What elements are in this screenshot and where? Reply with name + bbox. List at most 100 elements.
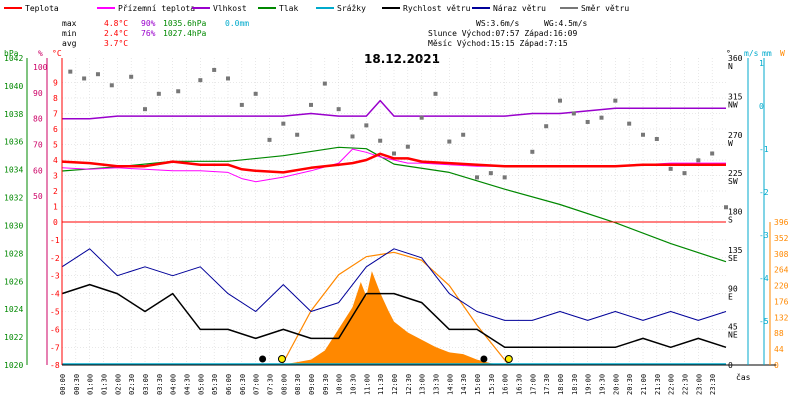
dir-tick-label: 135 — [728, 246, 743, 255]
w-tick-label: 176 — [774, 297, 789, 306]
wind-dir-point — [129, 74, 134, 79]
hpa-tick-label: 1028 — [4, 249, 23, 258]
wind-dir-point — [212, 67, 217, 72]
moonrise-marker — [480, 355, 488, 363]
wind-dir-point — [267, 137, 272, 142]
info-moon: Měsíc Východ:15:15 Západ:7:15 — [428, 39, 568, 48]
x-tick-label: 18:00 — [557, 374, 565, 395]
hpa-tick-label: 1034 — [4, 166, 23, 175]
w-tick-label: 396 — [774, 218, 789, 227]
chart-title: 18.12.2021 — [364, 52, 440, 66]
wind-dir-point — [641, 132, 645, 137]
wind-dir-point — [530, 149, 535, 154]
c-tick-label: -2 — [50, 254, 60, 263]
wind-dir-point — [378, 138, 383, 143]
wind-dir-point — [558, 98, 562, 103]
stat-max-press: 1035.6hPa — [163, 19, 207, 28]
series-wind-speed — [61, 283, 727, 349]
legend-label-temperature: Teplota — [25, 4, 59, 13]
dir-tick-sector: N — [728, 62, 733, 71]
w-tick-label: 0 — [774, 361, 779, 370]
solar-area — [280, 271, 508, 365]
x-tick-label: 14:30 — [460, 374, 468, 395]
x-tick-label: 13:30 — [433, 374, 441, 395]
x-tick-label: 18:30 — [571, 374, 579, 395]
wind-dir-point — [461, 132, 466, 137]
legend-label-wind-speed: Rychlost větru — [403, 4, 471, 13]
wind-dir-point — [488, 171, 493, 176]
sun-elevation-arc — [281, 251, 510, 366]
x-tick-label: 00:00 — [59, 374, 67, 395]
x-tick-label: 00:30 — [73, 374, 81, 395]
axis-unit-w: W — [780, 49, 785, 58]
x-tick-label: 08:30 — [294, 374, 302, 395]
x-tick-label: 03:30 — [156, 374, 164, 395]
c-tick-label: 0 — [53, 218, 58, 227]
axis-unit-c: °C — [52, 49, 62, 58]
x-tick-label: 01:30 — [101, 374, 109, 395]
legend-label-wind-gust: Náraz větru — [493, 4, 546, 13]
x-tick-label: 12:00 — [391, 374, 399, 395]
x-tick-label: 04:00 — [170, 374, 178, 395]
pct-tick-label: 90 — [33, 89, 43, 98]
hpa-tick-label: 1022 — [4, 333, 23, 342]
c-tick-label: -7 — [50, 343, 60, 352]
dir-tick-sector: SW — [728, 177, 738, 186]
wind-dir-point — [544, 124, 549, 129]
wind-dir-point — [599, 115, 604, 120]
wind-dir-point — [627, 121, 632, 126]
wind-dir-point — [322, 81, 327, 86]
series-lines — [61, 99, 727, 365]
axes: 00:00 00:30 01:00 01:30 02:00 02:30 03:00 03:30… — [4, 54, 789, 395]
x-tick-label: 07:30 — [267, 374, 275, 395]
info-wg: WG:4.5m/s — [544, 19, 588, 28]
pct-tick-label: 70 — [33, 141, 43, 150]
wind-dir-point — [82, 76, 87, 81]
wind-dir-point — [109, 83, 114, 88]
wind-dir-point — [710, 151, 715, 156]
c-tick-label: 8 — [53, 94, 58, 103]
x-tick-label: 19:30 — [599, 374, 607, 395]
x-tick-label: 22:00 — [668, 374, 676, 395]
stat-max-hum: 90% — [141, 19, 156, 28]
x-tick-label: 07:00 — [253, 374, 261, 395]
dir-tick-label: 270 — [728, 131, 743, 140]
wind-dir-point — [696, 158, 701, 163]
x-tick-label: 20:30 — [626, 374, 634, 395]
x-tick-label: 11:00 — [363, 374, 371, 395]
wind-dir-point — [239, 102, 244, 107]
hpa-tick-label: 1030 — [4, 221, 23, 230]
x-tick-label: 01:00 — [87, 374, 95, 395]
info-sun: Slunce Východ:07:57 Západ:16:09 — [428, 29, 577, 38]
c-tick-label: 6 — [53, 125, 58, 134]
stat-min-label: min — [62, 29, 77, 38]
dir-tick-label: 180 — [728, 208, 743, 217]
stat-min-press: 1027.4hPa — [163, 29, 207, 38]
legend: Teplota Přízemní teplota Vlhkost Tlak Sr… — [4, 4, 629, 13]
dir-tick-label: 225 — [728, 169, 743, 178]
wind-dir-point — [392, 151, 396, 156]
x-tick-label: 21:00 — [640, 374, 648, 395]
c-tick-label: 3 — [53, 172, 58, 181]
info-block: WS:3.6m/s WG:4.5m/s Slunce Východ:07:57 … — [428, 19, 588, 48]
wind-dir-point — [405, 144, 410, 149]
wind-dir-point — [571, 111, 576, 116]
x-tick-label: 23:00 — [695, 374, 703, 395]
ms-tick-label: 1 — [759, 59, 764, 68]
dir-tick-sector: S — [728, 216, 733, 225]
dir-tick-sector: NE — [728, 331, 738, 340]
stat-max-label: max — [62, 19, 77, 28]
legend-label-wind-dir: Směr větru — [581, 4, 629, 13]
c-tick-label: -6 — [50, 325, 60, 334]
x-tick-label: 05:30 — [211, 374, 219, 395]
c-tick-label: -4 — [50, 290, 60, 299]
c-tick-label: 5 — [53, 141, 58, 150]
dir-tick-label: 315 — [728, 92, 743, 101]
x-tick-label: 15:00 — [474, 374, 482, 395]
x-tick-label: 10:00 — [336, 374, 344, 395]
wind-dir-point — [724, 205, 728, 210]
x-tick-label: 23:30 — [709, 374, 717, 395]
wind-dir-point — [143, 107, 147, 112]
